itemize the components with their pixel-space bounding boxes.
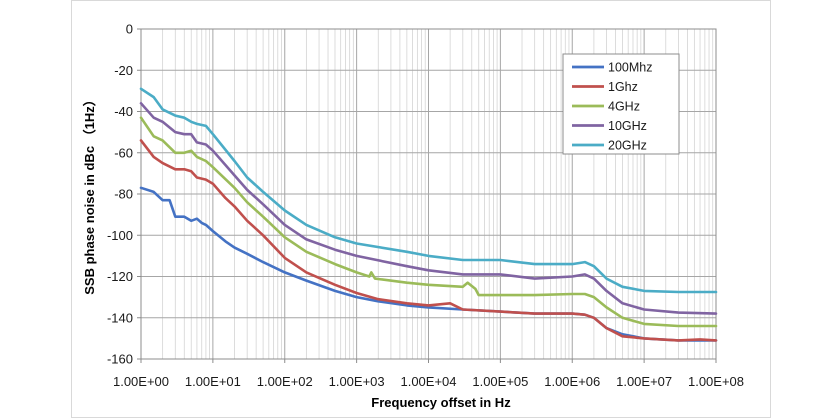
- series-line: [139, 139, 718, 342]
- x-tick-label: 1.00E+04: [400, 374, 456, 389]
- legend-box: [562, 53, 680, 155]
- y-tick-label: -100: [107, 228, 133, 243]
- y-tick-label: -20: [114, 63, 133, 78]
- y-axis: 0 -20 -40 -60 -80 -100 -120 -140 -160: [107, 22, 141, 367]
- x-tick-label: 1.00E+06: [544, 374, 600, 389]
- legend-label: 4GHz: [608, 100, 640, 114]
- series-line: [139, 102, 718, 315]
- y-tick-label: 0: [126, 22, 133, 37]
- series-line: [139, 87, 718, 294]
- x-tick-label: 1.00E+00: [113, 374, 169, 389]
- y-tick-label: -120: [107, 269, 133, 284]
- y-tick-label: -140: [107, 310, 133, 325]
- x-axis-title: Frequency offset in Hz: [371, 395, 511, 410]
- x-tick-label: 1.00E+02: [257, 374, 313, 389]
- series-lines: [139, 87, 718, 342]
- y-axis-title: SSB phase noise in dBc （1Hz）: [82, 93, 97, 295]
- y-tick-label: -60: [114, 145, 133, 160]
- x-tick-label: 1.00E+08: [688, 374, 744, 389]
- x-tick-label: 1.00E+01: [185, 374, 241, 389]
- legend-label: 1Ghz: [608, 80, 638, 94]
- legend-label: 20GHz: [608, 139, 647, 153]
- x-tick-label: 1.00E+05: [472, 374, 528, 389]
- y-tick-label: -40: [114, 104, 133, 119]
- series-line: [139, 116, 718, 328]
- legend-label: 10GHz: [608, 119, 647, 133]
- x-tick-label: 1.00E+07: [616, 374, 672, 389]
- x-tick-label: 1.00E+03: [329, 374, 385, 389]
- x-axis: 1.00E+00 1.00E+01 1.00E+02 1.00E+03 1.00E+04…: [113, 359, 744, 389]
- y-tick-label: -160: [107, 352, 133, 367]
- legend: 100Mhz 1Ghz 4GHz 10GHz 20GHz: [562, 53, 680, 155]
- legend-label: 100Mhz: [608, 61, 652, 75]
- y-tick-label: -80: [114, 187, 133, 202]
